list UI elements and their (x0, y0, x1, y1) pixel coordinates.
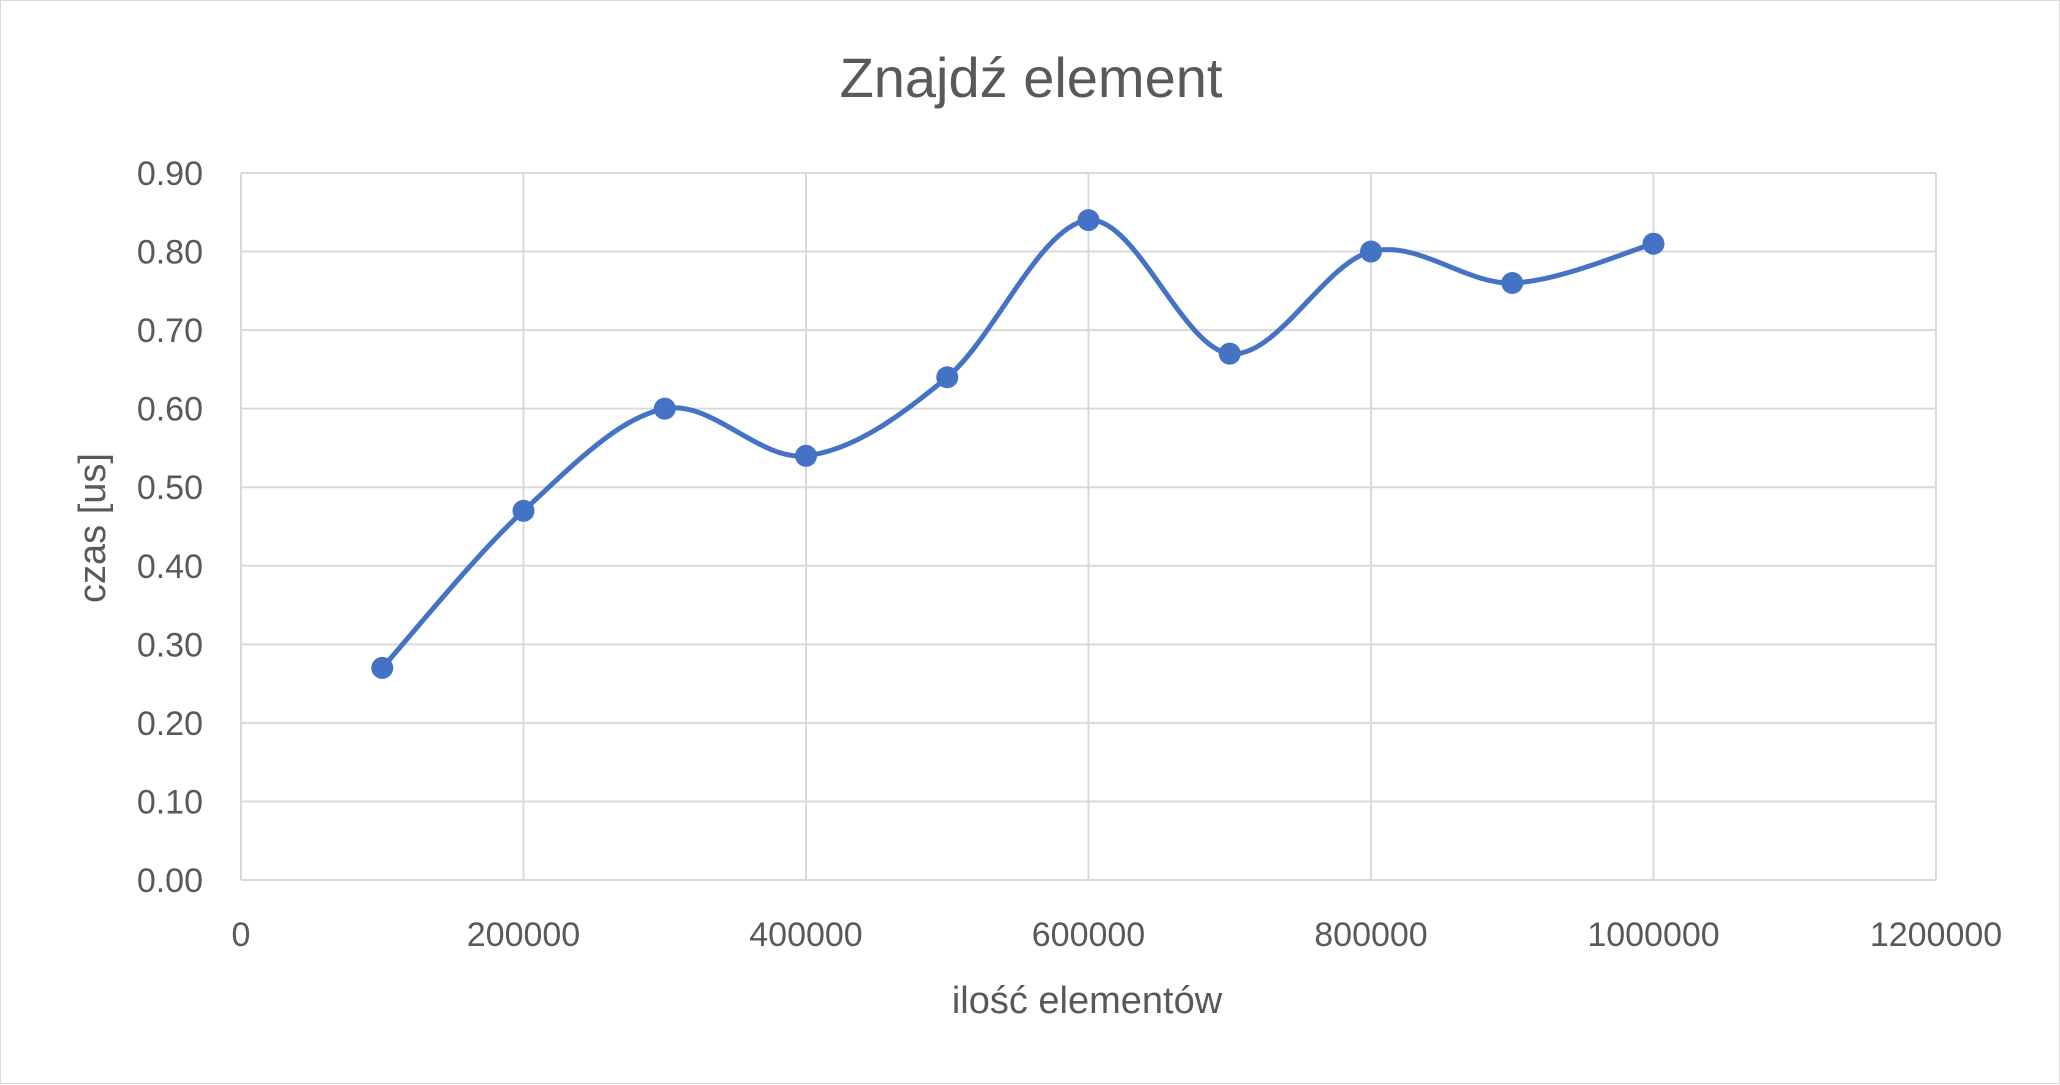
series-line (379, 217, 1656, 671)
data-point (1077, 209, 1100, 232)
y-tick-label: 0.00 (137, 862, 203, 900)
data-point (1218, 342, 1241, 365)
x-axis-title: ilość elementów (952, 980, 1223, 1022)
x-tick-label: 200000 (467, 916, 580, 954)
y-tick-label: 0.60 (137, 391, 203, 429)
data-point (936, 366, 959, 389)
data-point (512, 499, 535, 522)
chart-title: Znajdź element (840, 46, 1223, 109)
y-tick-label: 0.90 (137, 155, 203, 193)
data-point (371, 656, 394, 679)
x-tick-label: 1200000 (1870, 916, 2002, 954)
gridlines (241, 172, 1937, 880)
y-tick-label: 0.20 (137, 705, 203, 743)
x-tick-label: 400000 (749, 916, 862, 954)
x-tick-label: 0 (232, 916, 251, 954)
y-tick-labels: 0.00 0.10 0.20 0.30 0.40 0.50 0.60 0.70 0.80 0.90 (137, 155, 203, 900)
data-point (1360, 240, 1382, 263)
data-point (653, 397, 676, 420)
y-tick-label: 0.80 (137, 234, 203, 272)
y-tick-label: 0.10 (137, 783, 203, 821)
x-tick-labels: 0 200000 400000 600000 800000 1000000 1200000 (232, 916, 2003, 954)
axes (240, 173, 1936, 881)
y-tick-label: 0.50 (137, 469, 203, 507)
data-point (795, 444, 817, 467)
y-tick-label: 0.30 (137, 626, 203, 664)
x-tick-label: 800000 (1314, 916, 1427, 954)
x-tick-label: 600000 (1032, 916, 1145, 954)
x-tick-label: 1000000 (1587, 916, 1719, 954)
y-axis-title: czas [us] (72, 453, 114, 603)
y-tick-label: 0.70 (137, 312, 203, 350)
series (371, 209, 1665, 679)
data-point (1501, 271, 1524, 294)
y-tick-label: 0.40 (137, 548, 203, 586)
data-point (1642, 232, 1665, 255)
